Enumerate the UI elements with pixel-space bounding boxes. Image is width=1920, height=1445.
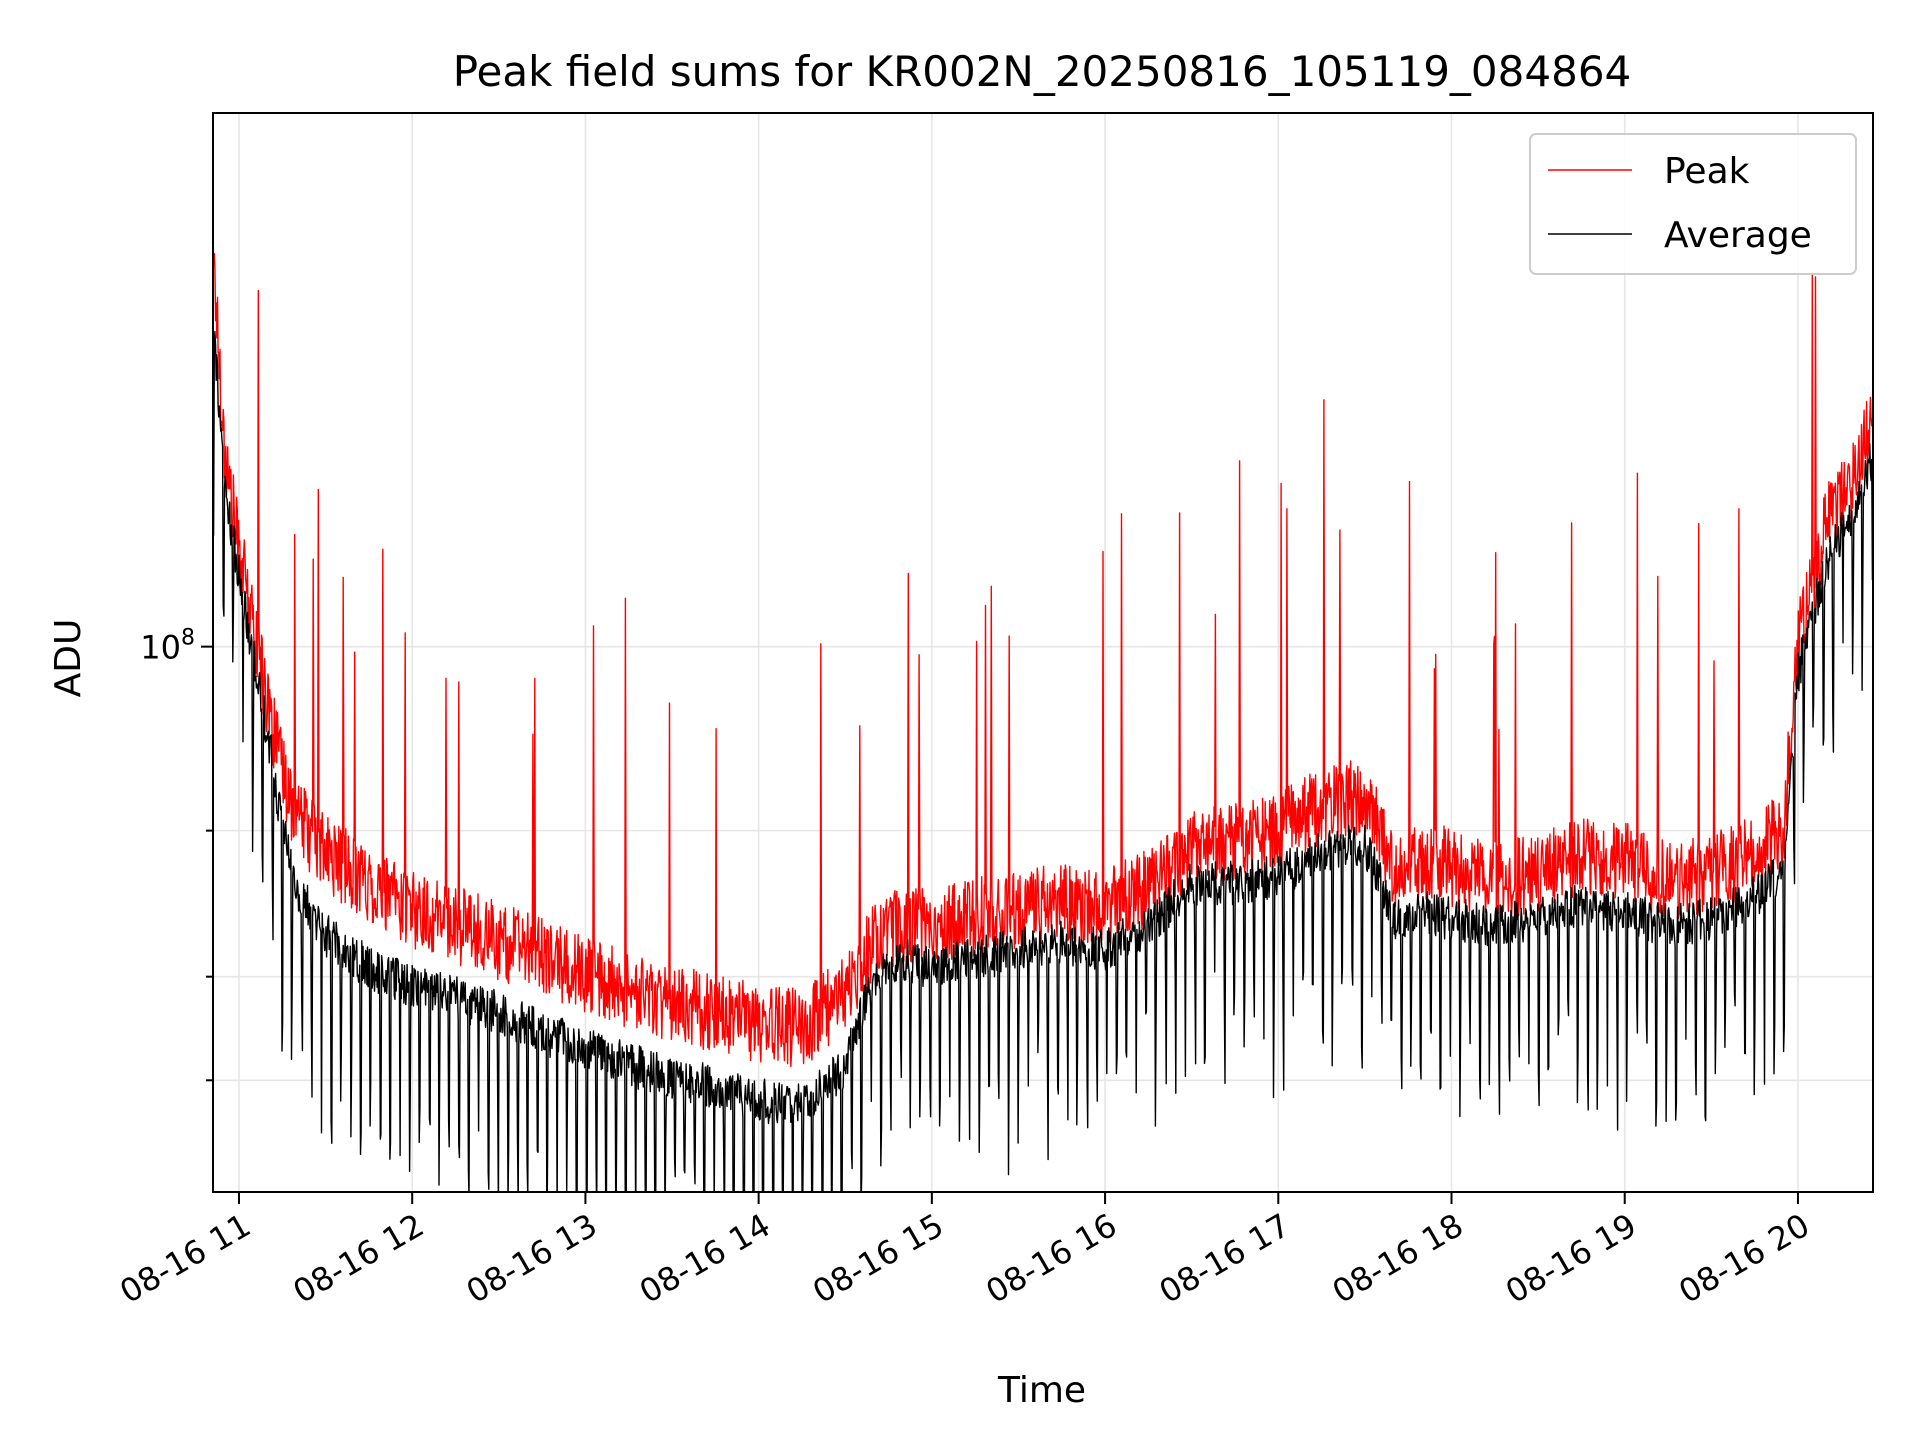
x-axis-label: Time [997,1370,1086,1411]
series-line-average [213,330,1873,1192]
chart-title: Peak field sums for KR002N_20250816_1051… [453,47,1632,96]
legend-label-peak: Peak [1664,151,1750,192]
y-tick-label: 108 [140,626,195,667]
y-axis-label: ADU [48,619,89,698]
legend-label-average: Average [1664,215,1812,256]
y-tick-label-base: 10 [140,629,181,667]
series-line-peak [213,252,1873,1068]
legend-box [1529,133,1857,275]
y-tick-label-exponent: 8 [181,626,195,651]
series-layer [213,252,1873,1192]
legend: Peak Average [1529,133,1857,275]
plot-frame [212,112,1874,1193]
